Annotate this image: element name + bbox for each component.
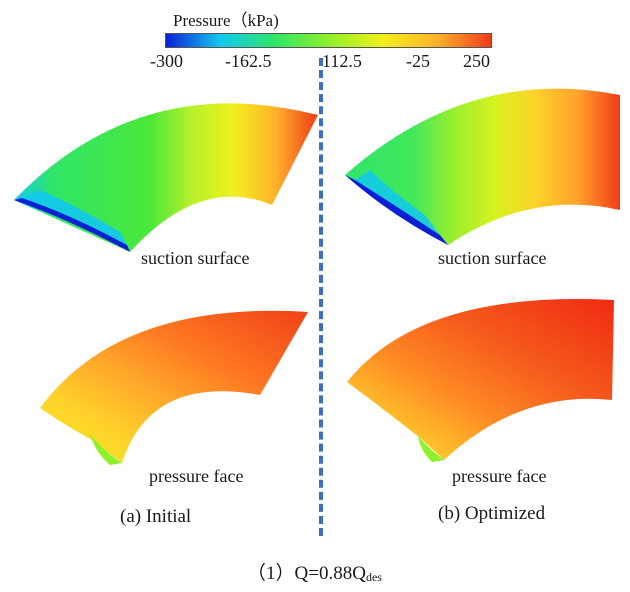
optimized-suction-label: suction surface bbox=[438, 248, 546, 269]
figure-caption-subscript: des bbox=[366, 570, 382, 584]
initial-pressure-face-contour bbox=[40, 311, 308, 465]
initial-suction-surface-contour bbox=[14, 103, 318, 252]
optimized-suction-surface-contour bbox=[345, 89, 620, 245]
initial-pressure-label: pressure face bbox=[149, 466, 243, 487]
initial-panel-caption: (a) Initial bbox=[120, 506, 191, 528]
figure-caption-main: Q=0.88Q bbox=[295, 563, 366, 584]
figure-caption-prefix: （1） bbox=[247, 563, 295, 584]
initial-suction-label: suction surface bbox=[141, 248, 249, 269]
optimized-pressure-label: pressure face bbox=[452, 466, 546, 487]
optimized-panel-caption: (b) Optimized bbox=[438, 503, 545, 525]
optimized-pressure-face-contour bbox=[347, 299, 614, 462]
figure-caption: （1）Q=0.88Qdes bbox=[247, 558, 382, 585]
